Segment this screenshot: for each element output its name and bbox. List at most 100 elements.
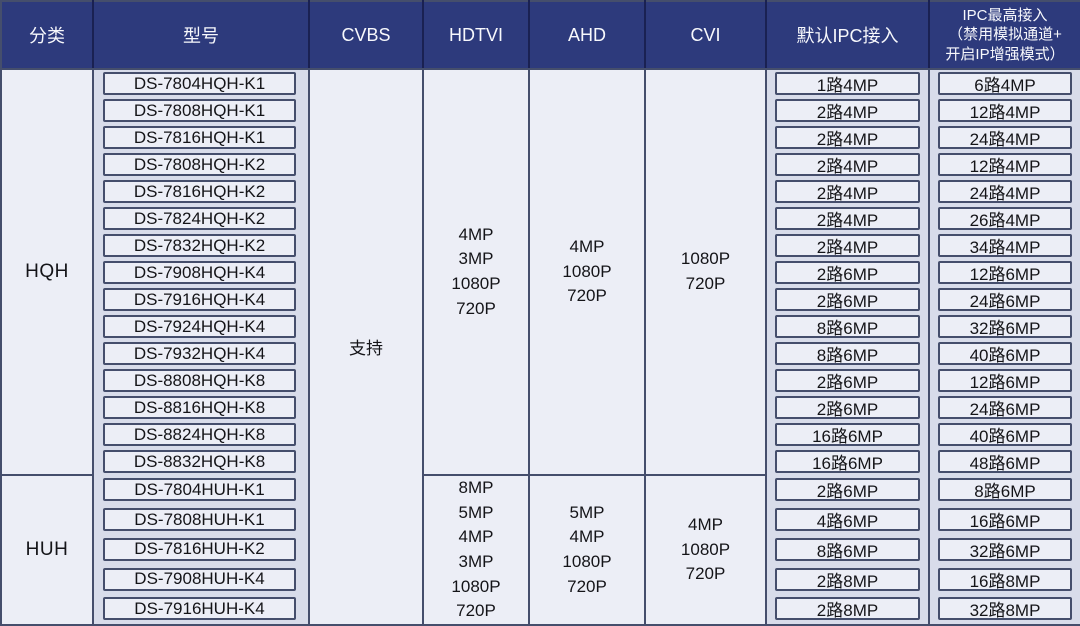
header-cvi: CVI: [644, 1, 766, 70]
max-ipc-value: 12路4MP: [938, 153, 1072, 176]
cvbs-support-cell: 支持: [308, 68, 424, 626]
model-cell: DS-7808HQH-K2: [92, 151, 310, 178]
max-ipc-cell: 12路4MP: [928, 97, 1080, 124]
default-ipc-value: 16路6MP: [775, 450, 920, 473]
model-cell: DS-7908HUH-K4: [92, 564, 310, 594]
model-value: DS-7832HQH-K2: [103, 234, 296, 257]
model-value: DS-7916HQH-K4: [103, 288, 296, 311]
max-ipc-cell: 12路4MP: [928, 151, 1080, 178]
max-ipc-value: 24路4MP: [938, 126, 1072, 149]
default-ipc-value: 2路6MP: [775, 369, 920, 392]
header-cvbs: CVBS: [308, 1, 423, 70]
model-value: DS-7932HQH-K4: [103, 342, 296, 365]
model-value: DS-7824HQH-K2: [103, 207, 296, 230]
default-ipc-value: 8路6MP: [775, 342, 920, 365]
max-ipc-cell: 32路8MP: [928, 593, 1080, 625]
model-cell: DS-7816HQH-K2: [92, 178, 310, 205]
hdtvi-formats-huh: 8MP 5MP 4MP 3MP 1080P 720P: [422, 474, 530, 626]
table-row: DS-7824HQH-K2 2路4MP 26路4MP: [1, 205, 1080, 232]
model-value: DS-8832HQH-K8: [103, 450, 296, 473]
model-value: DS-7804HQH-K1: [103, 72, 296, 95]
max-ipc-cell: 24路6MP: [928, 286, 1080, 313]
table-row: DS-7816HUH-K2 8路6MP 32路6MP: [1, 534, 1080, 565]
max-ipc-value: 40路6MP: [938, 342, 1072, 365]
model-cell: DS-7924HQH-K4: [92, 313, 310, 340]
model-value: DS-8808HQH-K8: [103, 369, 296, 392]
max-ipc-cell: 16路6MP: [928, 504, 1080, 535]
default-ipc-value: 2路4MP: [775, 126, 920, 149]
max-ipc-cell: 32路6MP: [928, 313, 1080, 340]
max-ipc-value: 26路4MP: [938, 207, 1072, 230]
model-cell: DS-8808HQH-K8: [92, 367, 310, 394]
table-row: DS-7808HQH-K2 2路4MP 12路4MP: [1, 151, 1080, 178]
model-cell: DS-7916HUH-K4: [92, 593, 310, 625]
default-ipc-value: 2路8MP: [775, 567, 920, 591]
cvi-formats-huh: 4MP 1080P 720P: [644, 474, 767, 626]
table-row: HUH DS-7804HUH-K1 8MP 5MP 4MP 3MP 1080P …: [0, 474, 1080, 626]
table-row: DS-7908HUH-K4 2路8MP 16路8MP: [1, 564, 1080, 594]
table-row: DS-7816HQH-K2 2路4MP 24路4MP: [1, 178, 1080, 205]
header-model: 型号: [92, 1, 309, 70]
default-ipc-value: 2路8MP: [775, 597, 920, 621]
default-ipc-cell: 2路4MP: [765, 124, 930, 151]
model-value: DS-7908HQH-K4: [103, 261, 296, 284]
model-cell: DS-8816HQH-K8: [92, 394, 310, 421]
max-ipc-value: 24路6MP: [938, 396, 1072, 419]
header-hdtvi: HDTVI: [422, 1, 529, 70]
hdtvi-formats-hqh: 4MP 3MP 1080P 720P: [422, 68, 530, 476]
model-cell: DS-7804HQH-K1: [92, 69, 310, 97]
default-ipc-cell: 4路6MP: [765, 504, 930, 535]
max-ipc-cell: 32路6MP: [928, 534, 1080, 565]
default-ipc-cell: 2路6MP: [765, 367, 930, 394]
default-ipc-cell: 2路8MP: [765, 593, 930, 625]
table-row: DS-7924HQH-K4 8路6MP 32路6MP: [1, 313, 1080, 340]
default-ipc-cell: 2路6MP: [765, 394, 930, 421]
cvi-formats-hqh: 1080P 720P: [644, 68, 767, 476]
default-ipc-cell: 1路4MP: [765, 69, 930, 97]
default-ipc-cell: 2路6MP: [765, 286, 930, 313]
model-value: DS-7804HUH-K1: [103, 478, 296, 502]
model-cell: DS-7908HQH-K4: [92, 259, 310, 286]
default-ipc-cell: 8路6MP: [765, 340, 930, 367]
category-cell-hqh: HQH: [0, 68, 94, 476]
header-ahd: AHD: [528, 1, 645, 70]
header-max-ipc: IPC最高接入 （禁用模拟通道+ 开启IP增强模式）: [928, 1, 1080, 70]
max-ipc-cell: 40路6MP: [928, 340, 1080, 367]
model-value: DS-7908HUH-K4: [103, 567, 296, 591]
table-row: DS-7916HQH-K4 2路6MP 24路6MP: [1, 286, 1080, 313]
table-row: DS-8824HQH-K8 16路6MP 40路6MP: [1, 421, 1080, 448]
default-ipc-cell: 2路6MP: [765, 259, 930, 286]
default-ipc-value: 2路6MP: [775, 478, 920, 502]
max-ipc-value: 32路6MP: [938, 315, 1072, 338]
max-ipc-value: 12路4MP: [938, 99, 1072, 122]
max-ipc-value: 48路6MP: [938, 450, 1072, 473]
max-ipc-cell: 8路6MP: [928, 475, 1080, 505]
max-ipc-value: 16路8MP: [938, 567, 1072, 591]
default-ipc-cell: 8路6MP: [765, 313, 930, 340]
model-cell: DS-7816HUH-K2: [92, 534, 310, 565]
max-ipc-cell: 16路8MP: [928, 564, 1080, 594]
max-ipc-value: 6路4MP: [938, 72, 1072, 95]
table-row: DS-8832HQH-K8 16路6MP 48路6MP: [1, 448, 1080, 475]
default-ipc-cell: 8路6MP: [765, 534, 930, 565]
model-cell: DS-8824HQH-K8: [92, 421, 310, 448]
header-category: 分类: [1, 1, 93, 70]
max-ipc-cell: 40路6MP: [928, 421, 1080, 448]
max-ipc-value: 16路6MP: [938, 508, 1072, 532]
default-ipc-value: 1路4MP: [775, 72, 920, 95]
max-ipc-cell: 24路6MP: [928, 394, 1080, 421]
max-ipc-cell: 12路6MP: [928, 259, 1080, 286]
table-row: DS-7808HUH-K1 4路6MP 16路6MP: [1, 504, 1080, 535]
default-ipc-value: 8路6MP: [775, 537, 920, 561]
model-value: DS-7808HUH-K1: [103, 508, 296, 532]
default-ipc-value: 2路4MP: [775, 153, 920, 176]
model-cell: DS-7804HUH-K1: [92, 475, 310, 505]
default-ipc-value: 2路4MP: [775, 99, 920, 122]
default-ipc-value: 2路4MP: [775, 180, 920, 203]
max-ipc-cell: 34路4MP: [928, 232, 1080, 259]
model-cell: DS-7832HQH-K2: [92, 232, 310, 259]
max-ipc-value: 12路6MP: [938, 261, 1072, 284]
default-ipc-value: 2路6MP: [775, 396, 920, 419]
default-ipc-cell: 16路6MP: [765, 421, 930, 448]
max-ipc-value: 34路4MP: [938, 234, 1072, 257]
